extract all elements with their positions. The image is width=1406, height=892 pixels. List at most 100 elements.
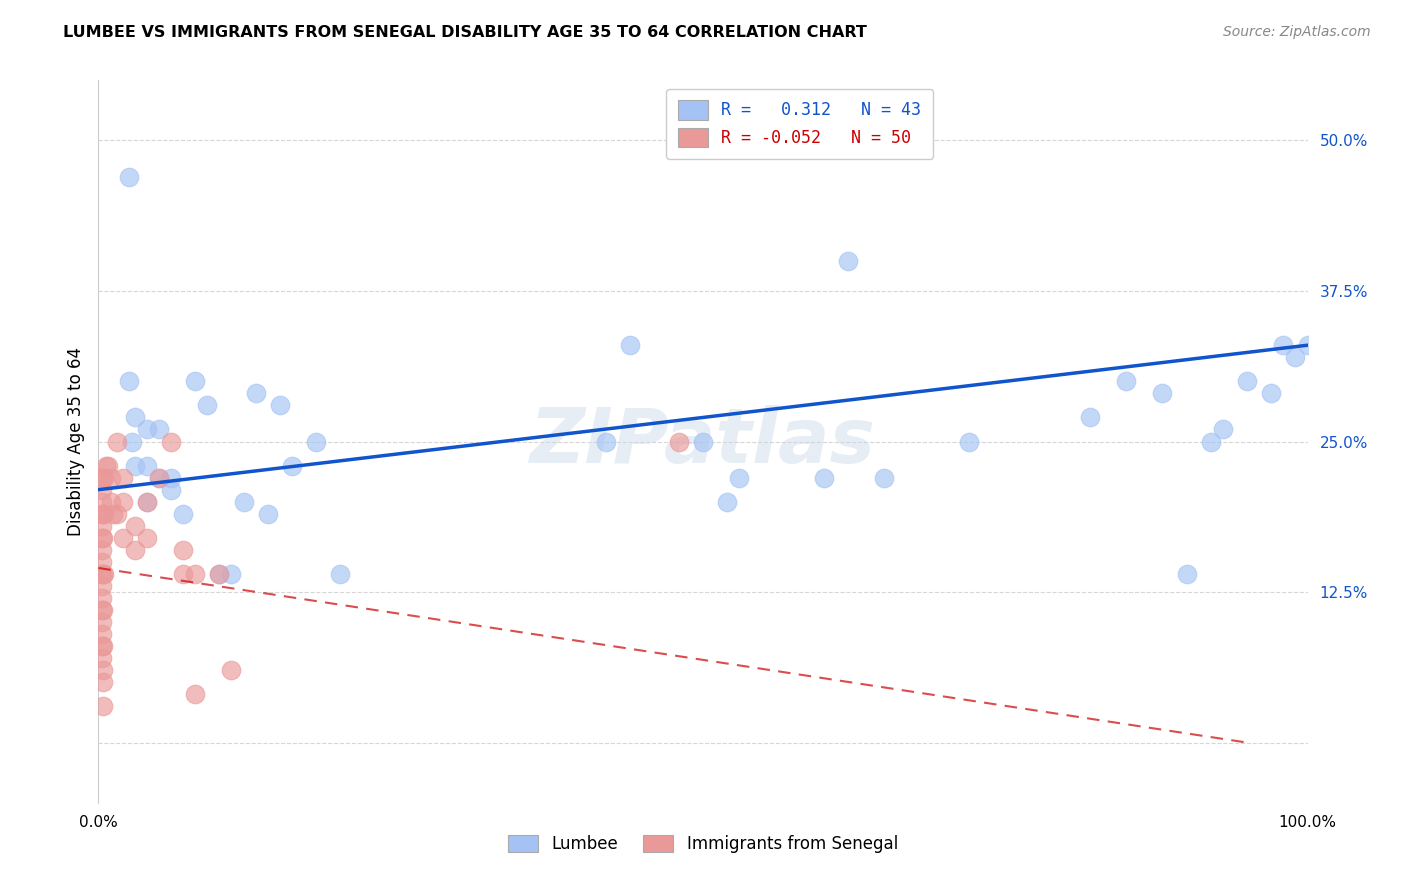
Point bbox=[595, 434, 617, 449]
Point bbox=[94, 458, 117, 473]
Point bbox=[91, 494, 114, 508]
Point bbox=[148, 423, 170, 437]
Point bbox=[91, 603, 114, 617]
Point bbox=[837, 253, 859, 268]
Point bbox=[91, 639, 114, 653]
Point bbox=[184, 687, 207, 701]
Point bbox=[124, 410, 146, 425]
Point bbox=[1236, 375, 1258, 389]
Point bbox=[195, 398, 218, 412]
Point bbox=[728, 471, 751, 485]
Point bbox=[716, 494, 738, 508]
Point bbox=[105, 507, 128, 521]
Legend: Lumbee, Immigrants from Senegal: Lumbee, Immigrants from Senegal bbox=[502, 828, 904, 860]
Point bbox=[619, 338, 641, 352]
Point bbox=[208, 567, 231, 582]
Point bbox=[124, 458, 146, 473]
Point bbox=[184, 567, 207, 582]
Point bbox=[1199, 434, 1222, 449]
Point bbox=[91, 579, 114, 593]
Point bbox=[91, 519, 114, 533]
Point bbox=[91, 483, 114, 497]
Point bbox=[91, 531, 114, 545]
Point bbox=[1115, 375, 1137, 389]
Point bbox=[111, 471, 134, 485]
Point bbox=[91, 507, 114, 521]
Point bbox=[221, 664, 243, 678]
Point bbox=[91, 627, 114, 641]
Point bbox=[135, 494, 157, 508]
Point bbox=[1284, 350, 1306, 364]
Point bbox=[160, 434, 183, 449]
Point bbox=[91, 542, 114, 557]
Point bbox=[93, 471, 115, 485]
Point bbox=[1260, 386, 1282, 401]
Point bbox=[135, 531, 157, 545]
Point bbox=[93, 567, 115, 582]
Point bbox=[269, 398, 291, 412]
Point bbox=[1152, 386, 1174, 401]
Point bbox=[172, 542, 194, 557]
Point bbox=[172, 567, 194, 582]
Point bbox=[305, 434, 328, 449]
Point bbox=[1175, 567, 1198, 582]
Point bbox=[1212, 423, 1234, 437]
Point bbox=[256, 507, 278, 521]
Point bbox=[91, 555, 114, 569]
Point bbox=[135, 494, 157, 508]
Point bbox=[124, 542, 146, 557]
Point bbox=[135, 458, 157, 473]
Point bbox=[148, 471, 170, 485]
Point bbox=[160, 483, 183, 497]
Point bbox=[91, 531, 114, 545]
Point bbox=[1272, 338, 1295, 352]
Point bbox=[329, 567, 352, 582]
Point bbox=[172, 507, 194, 521]
Point bbox=[221, 567, 243, 582]
Point bbox=[245, 386, 267, 401]
Point bbox=[232, 494, 254, 508]
Point bbox=[91, 567, 114, 582]
Point bbox=[184, 375, 207, 389]
Point bbox=[101, 507, 124, 521]
Point bbox=[91, 507, 114, 521]
Point bbox=[668, 434, 690, 449]
Point bbox=[160, 471, 183, 485]
Point bbox=[118, 169, 141, 184]
Point bbox=[93, 507, 115, 521]
Point bbox=[118, 375, 141, 389]
Point bbox=[91, 471, 114, 485]
Point bbox=[91, 675, 114, 690]
Point bbox=[208, 567, 231, 582]
Point bbox=[124, 519, 146, 533]
Point bbox=[957, 434, 980, 449]
Point bbox=[105, 434, 128, 449]
Point bbox=[91, 471, 114, 485]
Point bbox=[148, 471, 170, 485]
Point bbox=[91, 603, 114, 617]
Point bbox=[91, 615, 114, 630]
Point bbox=[91, 699, 114, 714]
Point bbox=[100, 471, 122, 485]
Y-axis label: Disability Age 35 to 64: Disability Age 35 to 64 bbox=[66, 347, 84, 536]
Point bbox=[692, 434, 714, 449]
Point bbox=[813, 471, 835, 485]
Text: Source: ZipAtlas.com: Source: ZipAtlas.com bbox=[1223, 25, 1371, 39]
Point bbox=[91, 651, 114, 665]
Text: ZIPatlas: ZIPatlas bbox=[530, 405, 876, 478]
Point bbox=[97, 458, 120, 473]
Point bbox=[100, 494, 122, 508]
Point bbox=[91, 591, 114, 606]
Point bbox=[121, 434, 143, 449]
Point bbox=[111, 531, 134, 545]
Point bbox=[135, 423, 157, 437]
Point bbox=[111, 494, 134, 508]
Point bbox=[873, 471, 896, 485]
Point bbox=[281, 458, 304, 473]
Point bbox=[1078, 410, 1101, 425]
Point bbox=[1296, 338, 1319, 352]
Text: LUMBEE VS IMMIGRANTS FROM SENEGAL DISABILITY AGE 35 TO 64 CORRELATION CHART: LUMBEE VS IMMIGRANTS FROM SENEGAL DISABI… bbox=[63, 25, 868, 40]
Point bbox=[91, 567, 114, 582]
Point bbox=[91, 664, 114, 678]
Point bbox=[91, 639, 114, 653]
